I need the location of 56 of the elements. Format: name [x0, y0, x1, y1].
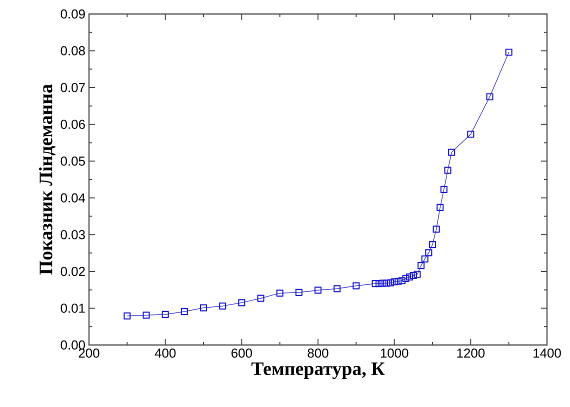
x-tick-label: 1400 — [534, 348, 561, 358]
y-tick-label: 0.09 — [60, 9, 85, 19]
point — [314, 286, 322, 294]
point — [505, 48, 512, 56]
y-tick-label: 0.05 — [60, 156, 85, 166]
point — [432, 226, 440, 233]
point — [200, 304, 208, 312]
point — [428, 241, 436, 248]
point — [444, 166, 452, 174]
point — [402, 274, 410, 282]
point — [124, 312, 131, 320]
point — [334, 285, 341, 292]
point — [276, 290, 284, 297]
y-tick-label: 0.00 — [60, 340, 85, 350]
y-tick-label: 0.06 — [60, 120, 85, 129]
point — [379, 280, 386, 287]
x-axis-title: Температура, К — [251, 362, 385, 380]
x-tick-label: 600 — [232, 348, 252, 358]
x-tick-label: 400 — [154, 348, 176, 358]
point — [440, 186, 448, 193]
x-tick-label: 1000 — [380, 348, 408, 358]
point — [436, 204, 444, 211]
x-tick-label: 800 — [308, 348, 328, 358]
y-tick-label: 0.01 — [60, 304, 85, 313]
x-tick-label: 1200 — [457, 348, 485, 358]
point — [421, 255, 428, 262]
point — [238, 299, 246, 306]
point — [418, 262, 425, 270]
point — [295, 288, 302, 296]
x-tick-label: 200 — [78, 348, 100, 358]
point — [352, 282, 360, 290]
point — [383, 280, 390, 287]
point — [142, 312, 150, 319]
point — [162, 310, 169, 318]
y-axis-title: Показник Ліндеманна — [39, 84, 56, 275]
point — [425, 249, 432, 256]
point — [414, 270, 421, 278]
point — [386, 279, 394, 286]
point — [406, 273, 414, 281]
point — [376, 280, 383, 288]
point — [448, 148, 456, 156]
y-tick-label: 0.07 — [60, 82, 85, 92]
point — [180, 308, 188, 316]
point — [219, 302, 226, 310]
point — [394, 278, 402, 285]
y-tick-label: 0.08 — [60, 46, 85, 56]
point — [486, 93, 494, 100]
point — [467, 130, 474, 138]
y-tick-label: 0.04 — [60, 193, 86, 202]
y-tick-label: 0.03 — [60, 230, 85, 240]
point — [372, 280, 379, 288]
point — [390, 278, 398, 286]
point — [257, 294, 264, 302]
point — [410, 272, 417, 280]
y-tick-label: 0.02 — [60, 266, 85, 276]
point — [398, 277, 406, 284]
